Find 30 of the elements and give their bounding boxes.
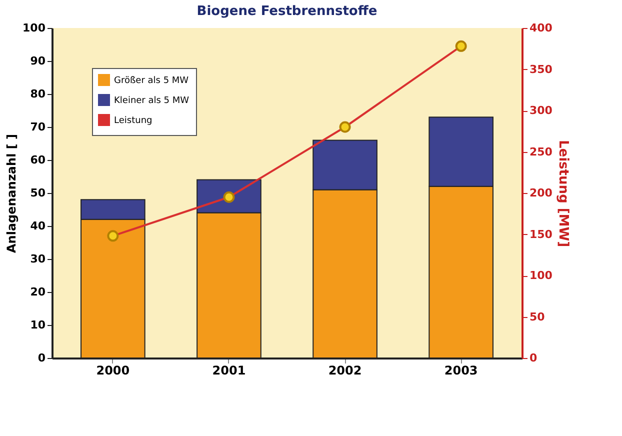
- y2-tick-label: 200: [530, 186, 553, 200]
- x-tick-label: 2002: [328, 364, 362, 378]
- y-tick-label: 100: [22, 22, 46, 34]
- y-tick-label: 10: [30, 318, 46, 332]
- y-tick-label: 40: [30, 220, 46, 232]
- x-tick-label: 2000: [96, 364, 130, 378]
- legend-label: Größer als 5 MW: [114, 76, 189, 86]
- y-tick-label: 60: [30, 154, 46, 166]
- y2-axis-title: Leistung [MW]: [555, 140, 570, 248]
- x-tick-label: 2001: [212, 364, 246, 378]
- y2-tick-label: 0: [530, 352, 538, 364]
- y2-tick-label: 100: [530, 269, 553, 282]
- legend-label: Kleiner als 5 MW: [114, 96, 190, 106]
- y-tick-label: 30: [30, 252, 46, 266]
- y-tick-label: 50: [30, 186, 46, 200]
- legend-label: Leistung: [114, 116, 152, 126]
- y-tick-label: 70: [30, 120, 46, 134]
- y-tick-label: 90: [30, 54, 46, 68]
- y-tick-label: 20: [30, 286, 46, 298]
- y-axis-title: Anlagenanzahl [ ]: [4, 134, 19, 254]
- y2-tick-label: 350: [530, 62, 553, 76]
- chart-title: Biogene Festbrennstoffe: [196, 4, 378, 19]
- y2-tick-label: 400: [530, 22, 553, 34]
- y2-tick-label: 150: [530, 228, 553, 241]
- y2-tick-label: 300: [530, 104, 553, 117]
- y2-tick-label: 50: [530, 310, 546, 324]
- y-tick-label: 0: [38, 352, 46, 364]
- x-tick-label: 2003: [444, 364, 478, 378]
- y-tick-label: 80: [30, 88, 46, 100]
- y2-tick-label: 250: [530, 145, 553, 158]
